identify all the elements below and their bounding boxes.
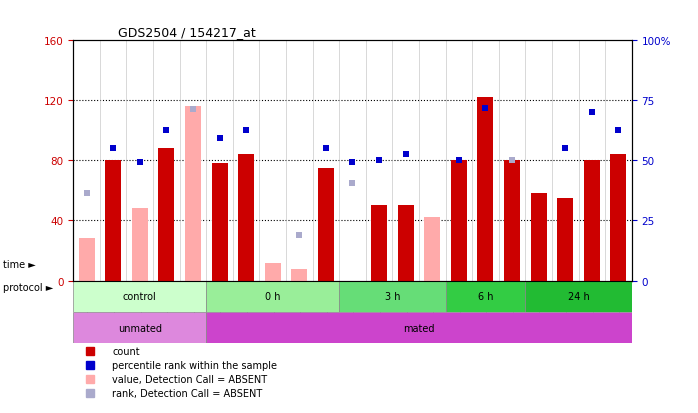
Text: unmated: unmated [118,323,162,333]
Bar [73,312,206,344]
Bar [206,281,339,312]
Bar [398,206,414,281]
Bar [339,281,445,312]
Bar [424,218,440,281]
Text: mated: mated [403,323,435,333]
Bar [530,194,547,281]
Text: GDS2504 / 154217_at: GDS2504 / 154217_at [118,26,255,39]
Bar [504,161,520,281]
Text: rank, Detection Call = ABSENT: rank, Detection Call = ABSENT [112,389,262,399]
Bar [371,206,387,281]
Bar [291,269,307,281]
Text: percentile rank within the sample: percentile rank within the sample [112,360,277,370]
Bar [265,263,281,281]
Text: 6 h: 6 h [477,292,493,301]
Text: 0 h: 0 h [265,292,281,301]
Bar [318,169,334,281]
Bar [584,161,600,281]
Text: 24 h: 24 h [567,292,589,301]
Bar [557,199,573,281]
Bar [445,281,526,312]
Bar [185,107,201,281]
Bar [526,281,632,312]
Bar [211,164,228,281]
Bar [477,98,493,281]
Bar [206,312,632,344]
Text: protocol ►: protocol ► [3,282,54,292]
Bar [158,149,174,281]
Text: count: count [112,346,140,356]
Text: time ►: time ► [3,259,36,269]
Bar [611,155,626,281]
Text: value, Detection Call = ABSENT: value, Detection Call = ABSENT [112,374,267,384]
Bar [79,239,94,281]
Text: control: control [123,292,156,301]
Text: 3 h: 3 h [385,292,400,301]
Bar [451,161,467,281]
Bar [105,161,121,281]
Bar [73,281,206,312]
Bar [132,209,148,281]
Bar [238,155,254,281]
